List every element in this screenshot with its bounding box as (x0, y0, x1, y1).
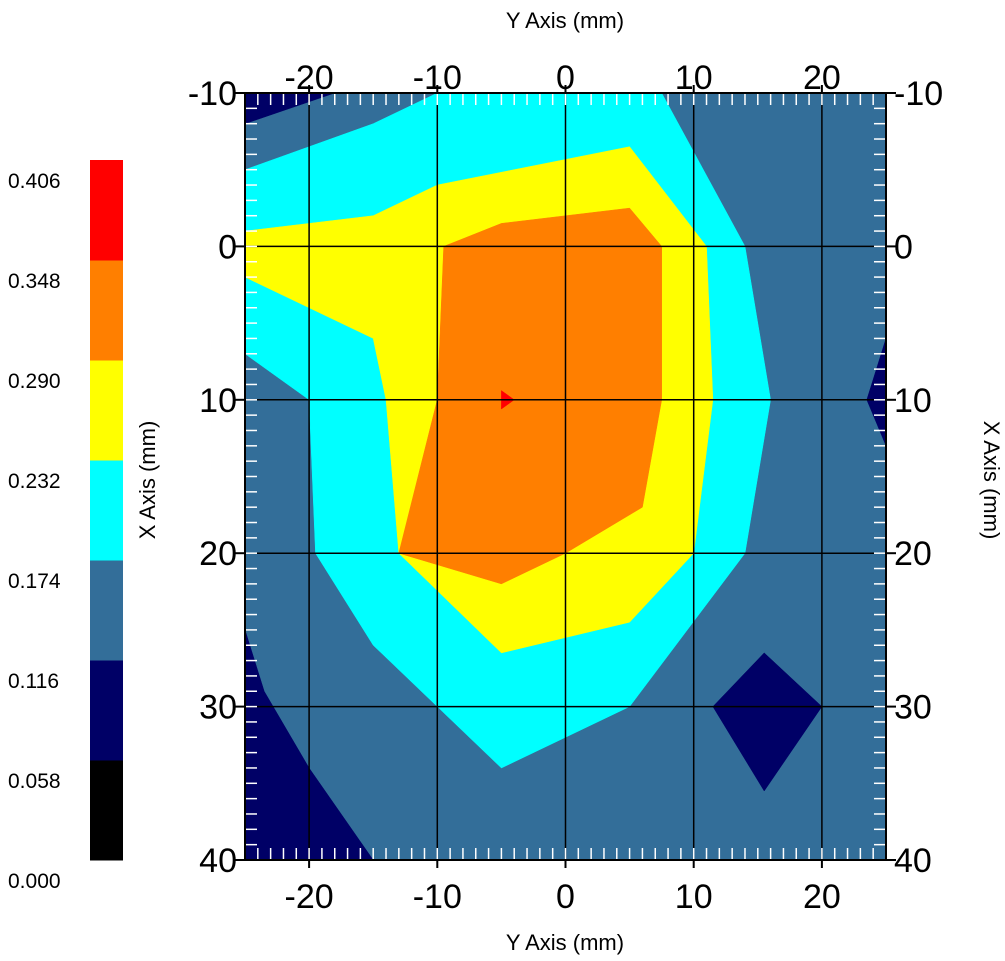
colorbar-swatch-1 (90, 660, 123, 761)
colorbar-swatch-0 (90, 760, 123, 861)
x-axis-title-bottom: Y Axis (mm) (506, 930, 624, 955)
contour-region-7 (398, 207, 662, 585)
colorbar-label: 0.232 (8, 470, 61, 493)
y-tick-label: 0 (894, 228, 913, 266)
colorbar-swatch-6 (90, 160, 123, 261)
colorbar-swatch-2 (90, 560, 123, 661)
y-tick-label: 10 (894, 382, 932, 420)
y-tick-labels-left: -10 0 10 20 30 40 (188, 75, 237, 880)
x-tick-labels-bottom: -20 -10 0 10 20 (285, 878, 841, 916)
y-tick-label: 20 (199, 535, 237, 573)
x-tick-label: 10 (675, 878, 713, 916)
x-tick-label: -10 (413, 59, 462, 97)
minor-ticks (244, 92, 887, 861)
y-tick-label: 20 (894, 535, 932, 573)
colorbar-label: 0.058 (8, 770, 61, 793)
colorbar-labels: 0.000 0.058 0.116 0.174 0.232 0.290 0.348 0.406 (8, 170, 61, 893)
x-tick-label: 20 (803, 59, 841, 97)
colorbar-label: 0.000 (8, 870, 61, 893)
x-axis-title-top: Y Axis (mm) (506, 8, 624, 33)
y-axis-title-right: X Axis (mm) (979, 421, 1004, 540)
x-tick-labels-top: -20 -10 0 10 20 (285, 59, 841, 97)
y-tick-labels-right: -10 0 10 20 30 40 (894, 75, 943, 880)
y-axis-title-left: X Axis (mm) (135, 421, 160, 540)
plot-frame (235, 85, 896, 868)
colorbar-swatch-3 (90, 460, 123, 561)
x-tick-label: 20 (803, 878, 841, 916)
colorbar-label: 0.116 (8, 670, 59, 693)
y-tick-label: 30 (894, 689, 932, 727)
x-tick-label: 0 (556, 878, 575, 916)
colorbar-label: 0.406 (8, 170, 61, 193)
contour-region-3 (712, 652, 823, 792)
x-tick-label: -10 (413, 878, 462, 916)
y-tick-label: 30 (199, 689, 237, 727)
y-tick-label: 40 (199, 842, 237, 880)
y-tick-label: -10 (894, 75, 943, 113)
colorbar-label: 0.290 (8, 370, 61, 393)
y-tick-label: 0 (218, 228, 237, 266)
y-tick-label: -10 (188, 75, 237, 113)
x-tick-label: 10 (675, 59, 713, 97)
colorbar-swatch-5 (90, 260, 123, 361)
colorbar-swatch-4 (90, 360, 123, 461)
x-tick-label: -20 (285, 878, 334, 916)
y-tick-label: 10 (199, 382, 237, 420)
x-tick-label: 0 (556, 59, 575, 97)
x-tick-label: -20 (285, 59, 334, 97)
colorbar-label: 0.348 (8, 270, 61, 293)
colorbar (90, 160, 123, 861)
colorbar-label: 0.174 (8, 570, 61, 593)
y-tick-label: 40 (894, 842, 932, 880)
